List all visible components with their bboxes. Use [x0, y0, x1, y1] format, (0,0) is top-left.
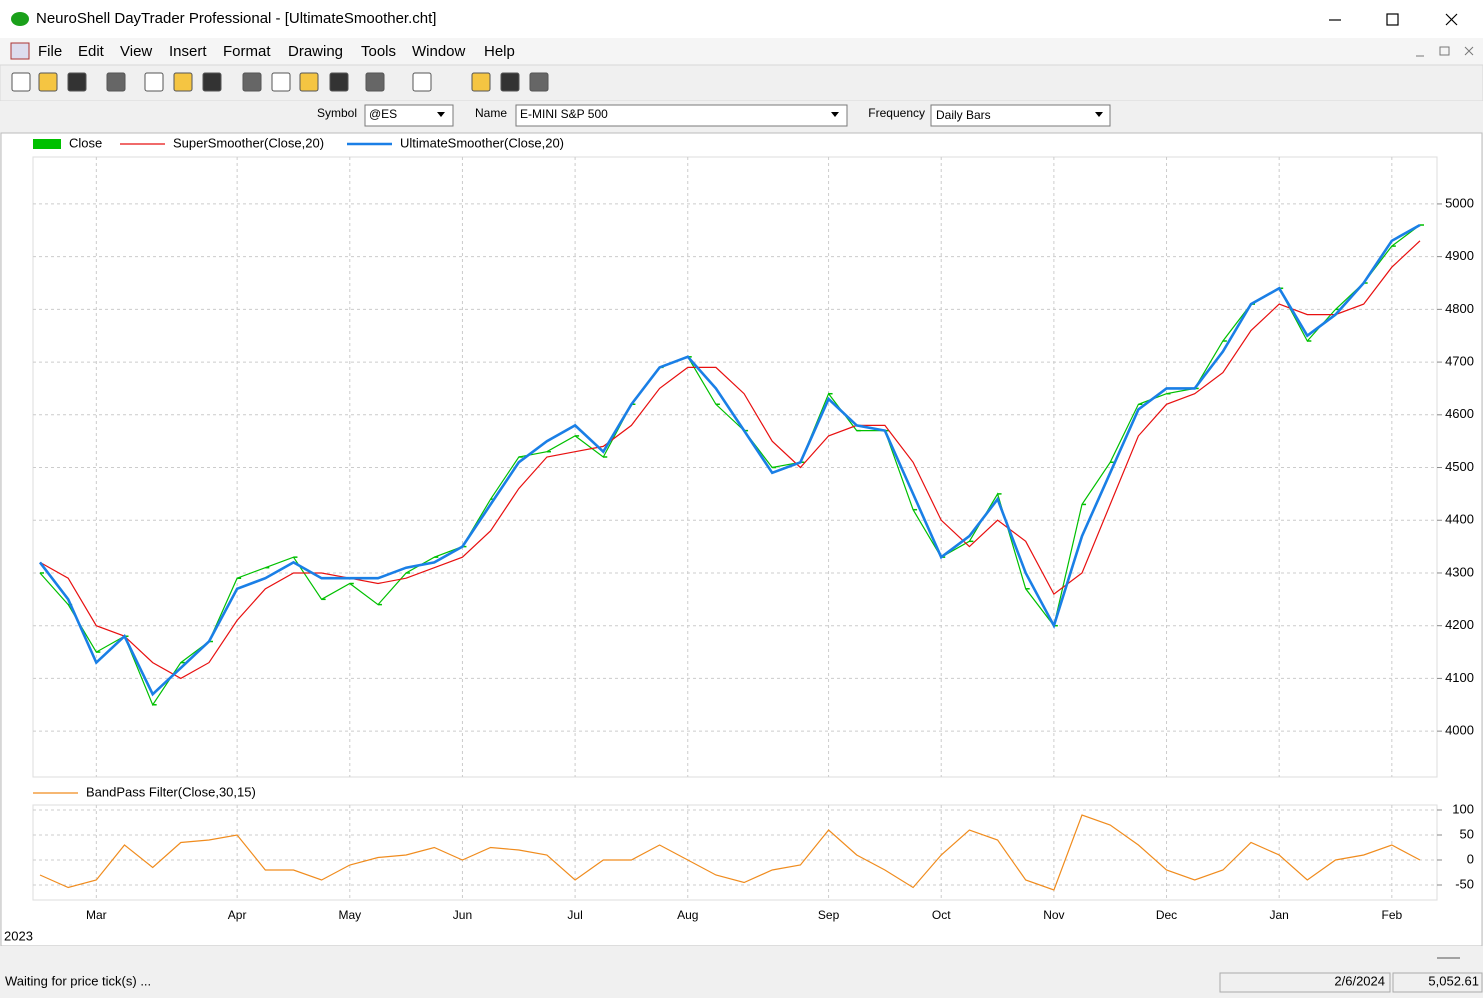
toolbar-button[interactable]	[500, 72, 520, 92]
symbol-combo[interactable]	[364, 104, 454, 127]
app-icon	[11, 12, 29, 26]
status-bar	[0, 970, 1483, 993]
x-tick-label: Nov	[1043, 908, 1064, 922]
x-tick-label: Sep	[818, 908, 840, 922]
mdi-close[interactable]	[1464, 46, 1474, 56]
price-plot	[32, 156, 1438, 778]
y-tick-label: 4700	[1445, 354, 1474, 369]
toolbar-button[interactable]	[529, 72, 549, 92]
menu-item[interactable]: Insert	[169, 43, 207, 60]
menu-item[interactable]: File	[38, 43, 62, 60]
title-bar	[0, 0, 1483, 38]
y-tick-label: 100	[1452, 801, 1474, 816]
dropdown-arrow[interactable]	[1095, 112, 1103, 117]
symbol-label: Symbol	[317, 106, 357, 120]
y-tick-label: 4100	[1445, 670, 1474, 685]
maximize-button[interactable]	[1386, 13, 1399, 26]
toolbar-button[interactable]	[329, 72, 349, 92]
y-tick-label: -50	[1455, 876, 1474, 891]
menu-item[interactable]: Window	[412, 43, 466, 60]
status-message: Waiting for price tick(s) ...	[5, 973, 151, 988]
oscillator-plot	[32, 804, 1438, 901]
y-tick-label: 4400	[1445, 512, 1474, 527]
frequency-label: Frequency	[868, 106, 925, 120]
y-tick-label: 50	[1460, 826, 1474, 841]
doc-icon	[10, 42, 30, 60]
x-tick-label: May	[338, 908, 361, 922]
toolbar-button[interactable]	[471, 72, 491, 92]
status-date: 2/6/2024	[1334, 973, 1385, 988]
name-label: Name	[475, 106, 507, 120]
menu-item[interactable]: Help	[484, 43, 515, 60]
frequency-value: Daily Bars	[936, 108, 991, 122]
x-tick-label: Jun	[453, 908, 472, 922]
menu-item[interactable]: View	[120, 43, 152, 60]
y-tick-label: 4800	[1445, 301, 1474, 316]
mdi-restore[interactable]	[1439, 46, 1450, 56]
toolbar-button[interactable]	[38, 72, 58, 92]
toolbar	[0, 64, 1483, 102]
name-value: E-MINI S&P 500	[520, 107, 608, 121]
scroll-area	[0, 946, 1483, 970]
y-tick-label: 4500	[1445, 459, 1474, 474]
menu-bar	[0, 38, 1483, 65]
toolbar-button[interactable]	[106, 72, 126, 92]
name-combo[interactable]	[515, 104, 848, 127]
close-button[interactable]	[1445, 13, 1458, 26]
y-tick-label: 4300	[1445, 564, 1474, 579]
x-tick-label: Mar	[86, 908, 107, 922]
toolbar-button[interactable]	[412, 72, 432, 92]
x-tick-label: Jul	[567, 908, 582, 922]
toolbar-button[interactable]	[242, 72, 262, 92]
y-tick-label: 5000	[1445, 195, 1474, 210]
x-tick-label: Oct	[932, 908, 951, 922]
legend-swatch	[33, 139, 61, 149]
legend-label: Close	[69, 135, 102, 150]
chart-window	[0, 132, 1483, 947]
frequency-combo[interactable]	[930, 104, 1111, 127]
menu-item[interactable]: Tools	[361, 43, 396, 60]
x-tick-label: Aug	[677, 908, 698, 922]
toolbar-button[interactable]	[202, 72, 222, 92]
legend-label: UltimateSmoother(Close,20)	[400, 135, 564, 150]
status-price: 5,052.61	[1428, 973, 1479, 988]
toolbar-button[interactable]	[144, 72, 164, 92]
toolbar-button[interactable]	[271, 72, 291, 92]
toolbar-button[interactable]	[299, 72, 319, 92]
x-tick-label: Feb	[1381, 908, 1402, 922]
y-tick-label: 4000	[1445, 723, 1474, 738]
year-label: 2023	[4, 928, 33, 943]
x-tick-label: Apr	[228, 908, 247, 922]
x-tick-label: Dec	[1156, 908, 1177, 922]
legend-label: SuperSmoother(Close,20)	[173, 135, 324, 150]
y-tick-label: 4600	[1445, 406, 1474, 421]
toolbar-button[interactable]	[173, 72, 193, 92]
legend-label: BandPass Filter(Close,30,15)	[86, 784, 256, 799]
symbol-value: @ES	[369, 107, 397, 121]
menu-item[interactable]: Edit	[78, 43, 105, 60]
toolbar-button[interactable]	[365, 72, 385, 92]
series-line	[39, 240, 1421, 680]
menu-item[interactable]: Format	[223, 43, 271, 60]
toolbar-button[interactable]	[11, 72, 31, 92]
series-line	[38, 223, 1421, 697]
series-line	[39, 814, 1421, 891]
y-tick-label: 0	[1467, 851, 1474, 866]
status-pane	[1392, 972, 1483, 993]
x-tick-label: Jan	[1270, 908, 1289, 922]
window-title: NeuroShell DayTrader Professional - [Ult…	[36, 10, 436, 27]
menu-item[interactable]: Drawing	[288, 43, 343, 60]
y-tick-label: 4200	[1445, 617, 1474, 632]
status-pane	[1219, 972, 1391, 993]
toolbar-button[interactable]	[67, 72, 87, 92]
dropdown-arrow[interactable]	[831, 112, 839, 117]
y-tick-label: 4900	[1445, 248, 1474, 263]
dropdown-arrow[interactable]	[437, 112, 445, 117]
